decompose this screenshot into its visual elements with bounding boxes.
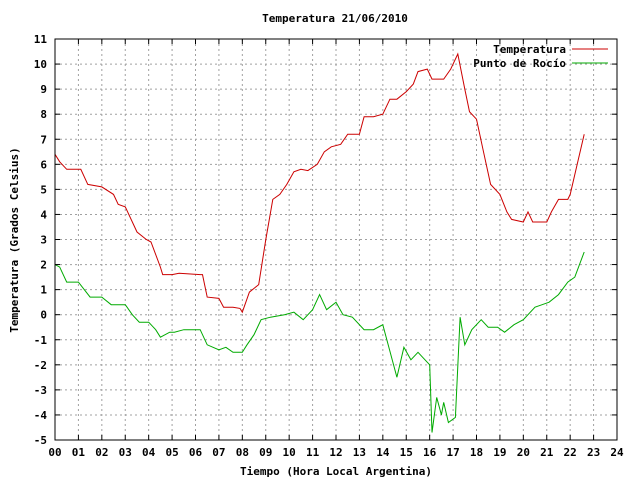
y-tick-label: -1 — [34, 334, 48, 347]
y-tick-label: 10 — [34, 58, 47, 71]
x-tick-label: 20 — [517, 446, 530, 459]
y-tick-label: 9 — [40, 83, 47, 96]
x-tick-label: 09 — [259, 446, 272, 459]
axis-ticks: 00 01 02 03 04 05 06 07 08 09 10 11 12 13 14 15 16 17 18 19… — [34, 33, 624, 459]
x-tick-label: 10 — [283, 446, 296, 459]
grid — [55, 39, 617, 440]
x-tick-label: 05 — [165, 446, 178, 459]
x-tick-label: 02 — [95, 446, 108, 459]
y-tick-label: 6 — [40, 158, 47, 171]
x-tick-label: 04 — [142, 446, 156, 459]
x-tick-label: 00 — [48, 446, 61, 459]
y-tick-label: 8 — [40, 108, 47, 121]
x-tick-label: 15 — [400, 446, 413, 459]
x-tick-label: 08 — [236, 446, 249, 459]
x-tick-label: 06 — [189, 446, 203, 459]
x-tick-label: 21 — [540, 446, 554, 459]
x-tick-label: 12 — [329, 446, 342, 459]
series-line-2 — [54, 251, 585, 433]
y-tick-label: 5 — [40, 183, 47, 196]
y-tick-label: 4 — [40, 208, 47, 221]
y-tick-label: 0 — [40, 309, 47, 322]
x-tick-label: 23 — [587, 446, 600, 459]
x-tick-label: 13 — [353, 446, 366, 459]
legend-label-2: Punto de Rocío — [473, 57, 566, 70]
y-tick-label: 1 — [40, 284, 47, 297]
x-tick-label: 01 — [72, 446, 86, 459]
x-tick-label: 24 — [610, 446, 624, 459]
y-tick-label: -5 — [34, 434, 47, 447]
series-lines — [54, 52, 585, 433]
x-tick-label: 19 — [493, 446, 506, 459]
y-tick-label: -4 — [34, 409, 48, 422]
x-tick-label: 07 — [212, 446, 225, 459]
x-tick-label: 03 — [119, 446, 132, 459]
x-axis-label: Tiempo (Hora Local Argentina) — [240, 465, 432, 478]
y-tick-label: 2 — [40, 259, 47, 272]
x-tick-label: 17 — [446, 446, 459, 459]
series-line-1 — [54, 52, 585, 314]
y-axis-label: Temperatura (Grados Celsius) — [8, 147, 21, 332]
x-tick-label: 18 — [470, 446, 483, 459]
legend-label-1: Temperatura — [493, 43, 566, 56]
x-tick-label: 14 — [376, 446, 390, 459]
chart-title: Temperatura 21/06/2010 — [262, 12, 408, 25]
x-tick-label: 22 — [564, 446, 577, 459]
y-tick-label: 11 — [34, 33, 48, 46]
y-tick-label: 7 — [40, 133, 47, 146]
y-tick-label: -3 — [34, 384, 47, 397]
y-tick-label: 3 — [40, 234, 47, 247]
x-tick-label: 11 — [306, 446, 320, 459]
y-tick-label: -2 — [34, 359, 47, 372]
x-tick-label: 16 — [423, 446, 437, 459]
